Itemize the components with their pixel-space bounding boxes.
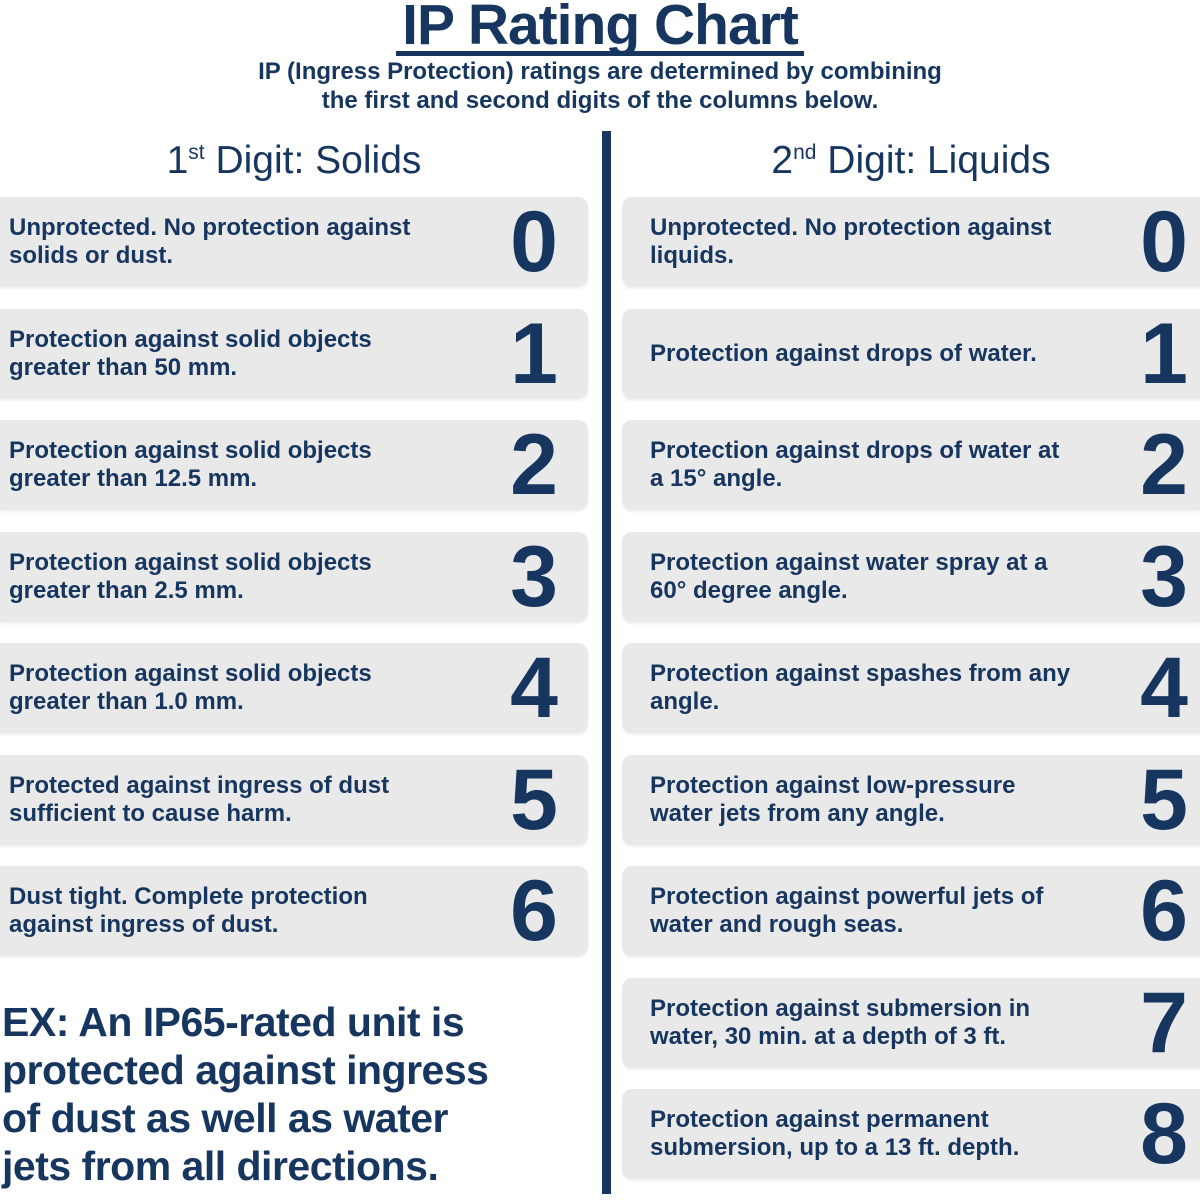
heading-number-solids: 1 <box>166 139 189 182</box>
rating-digit: 0 <box>510 194 558 290</box>
rating-row-solids-2: Protection against solid objects greater… <box>0 420 588 510</box>
rating-description: Protection against permanent submersion,… <box>650 1106 1020 1161</box>
rating-digit: 7 <box>1140 975 1188 1071</box>
rating-row-liquids-2: Protection against drops of water at a 1… <box>622 420 1200 510</box>
rating-description: Protection against powerful jets of wate… <box>650 883 1044 938</box>
column-heading-liquids: 2nd Digit: Liquids <box>622 130 1200 184</box>
rating-row-liquids-8: Protection against permanent submersion,… <box>622 1089 1200 1179</box>
rating-digit: 4 <box>510 640 558 736</box>
rating-description: Protection against submersion in water, … <box>650 995 1031 1050</box>
heading-ordinal-liquids: nd <box>793 141 817 164</box>
rating-description: Unprotected. No protection against solid… <box>9 214 411 269</box>
rating-row-liquids-7: Protection against submersion in water, … <box>622 978 1200 1068</box>
page-title-text: IP Rating Chart <box>396 0 804 56</box>
heading-text-solids: Digit: Solids <box>204 139 422 182</box>
rating-row-solids-3: Protection against solid objects greater… <box>0 532 588 622</box>
rating-digit: 1 <box>510 306 558 402</box>
rating-row-solids-1: Protection against solid objects greater… <box>0 309 588 399</box>
rating-row-solids-5: Protected against ingress of dust suffic… <box>0 755 588 845</box>
rating-description: Protection against low-pressure water je… <box>650 772 1016 827</box>
rating-digit: 2 <box>510 417 558 513</box>
rating-digit: 6 <box>510 863 558 959</box>
subtitle: IP (Ingress Protection) ratings are dete… <box>258 58 942 114</box>
rating-description: Protection against drops of water. <box>650 340 1037 367</box>
page-title: IP Rating Chart <box>0 0 1200 56</box>
rating-row-liquids-1: Protection against drops of water. 1 <box>622 309 1200 399</box>
heading-text-liquids: Digit: Liquids <box>816 139 1051 182</box>
rating-description: Protection against water spray at a 60° … <box>650 549 1048 604</box>
rating-row-liquids-6: Protection against powerful jets of wate… <box>622 866 1200 956</box>
column-divider <box>602 131 611 1194</box>
rating-digit: 0 <box>1140 194 1188 290</box>
heading-number-liquids: 2 <box>771 139 794 182</box>
rating-description: Protection against drops of water at a 1… <box>650 437 1060 492</box>
rating-row-liquids-4: Protection against spashes from any angl… <box>622 643 1200 733</box>
rating-digit: 3 <box>510 529 558 625</box>
rating-row-liquids-5: Protection against low-pressure water je… <box>622 755 1200 845</box>
rating-row-liquids-3: Protection against water spray at a 60° … <box>622 532 1200 622</box>
rating-row-liquids-0: Unprotected. No protection against liqui… <box>622 197 1200 287</box>
rating-digit: 6 <box>1140 863 1188 959</box>
rating-row-solids-0: Unprotected. No protection against solid… <box>0 197 588 287</box>
rating-description: Protection against solid objects greater… <box>9 660 372 715</box>
rating-digit: 1 <box>1140 306 1188 402</box>
rating-digit: 5 <box>510 752 558 848</box>
rating-row-solids-4: Protection against solid objects greater… <box>0 643 588 733</box>
rating-description: Protection against solid objects greater… <box>9 326 372 381</box>
rating-row-solids-6: Dust tight. Complete protection against … <box>0 866 588 956</box>
rating-description: Protection against solid objects greater… <box>9 549 372 604</box>
column-heading-solids: 1st Digit: Solids <box>0 130 588 184</box>
rating-description: Protected against ingress of dust suffic… <box>9 772 390 827</box>
rating-digit: 5 <box>1140 752 1188 848</box>
rating-digit: 4 <box>1140 640 1188 736</box>
heading-ordinal-solids: st <box>188 141 205 164</box>
example-note: EX: An IP65-rated unit is protected agai… <box>2 999 489 1189</box>
rating-description: Dust tight. Complete protection against … <box>9 883 368 938</box>
rating-digit: 3 <box>1140 529 1188 625</box>
rating-digit: 2 <box>1140 417 1188 513</box>
rating-description: Unprotected. No protection against liqui… <box>650 214 1052 269</box>
rating-description: Protection against spashes from any angl… <box>650 660 1071 715</box>
rating-description: Protection against solid objects greater… <box>9 437 372 492</box>
rating-digit: 8 <box>1140 1086 1188 1182</box>
